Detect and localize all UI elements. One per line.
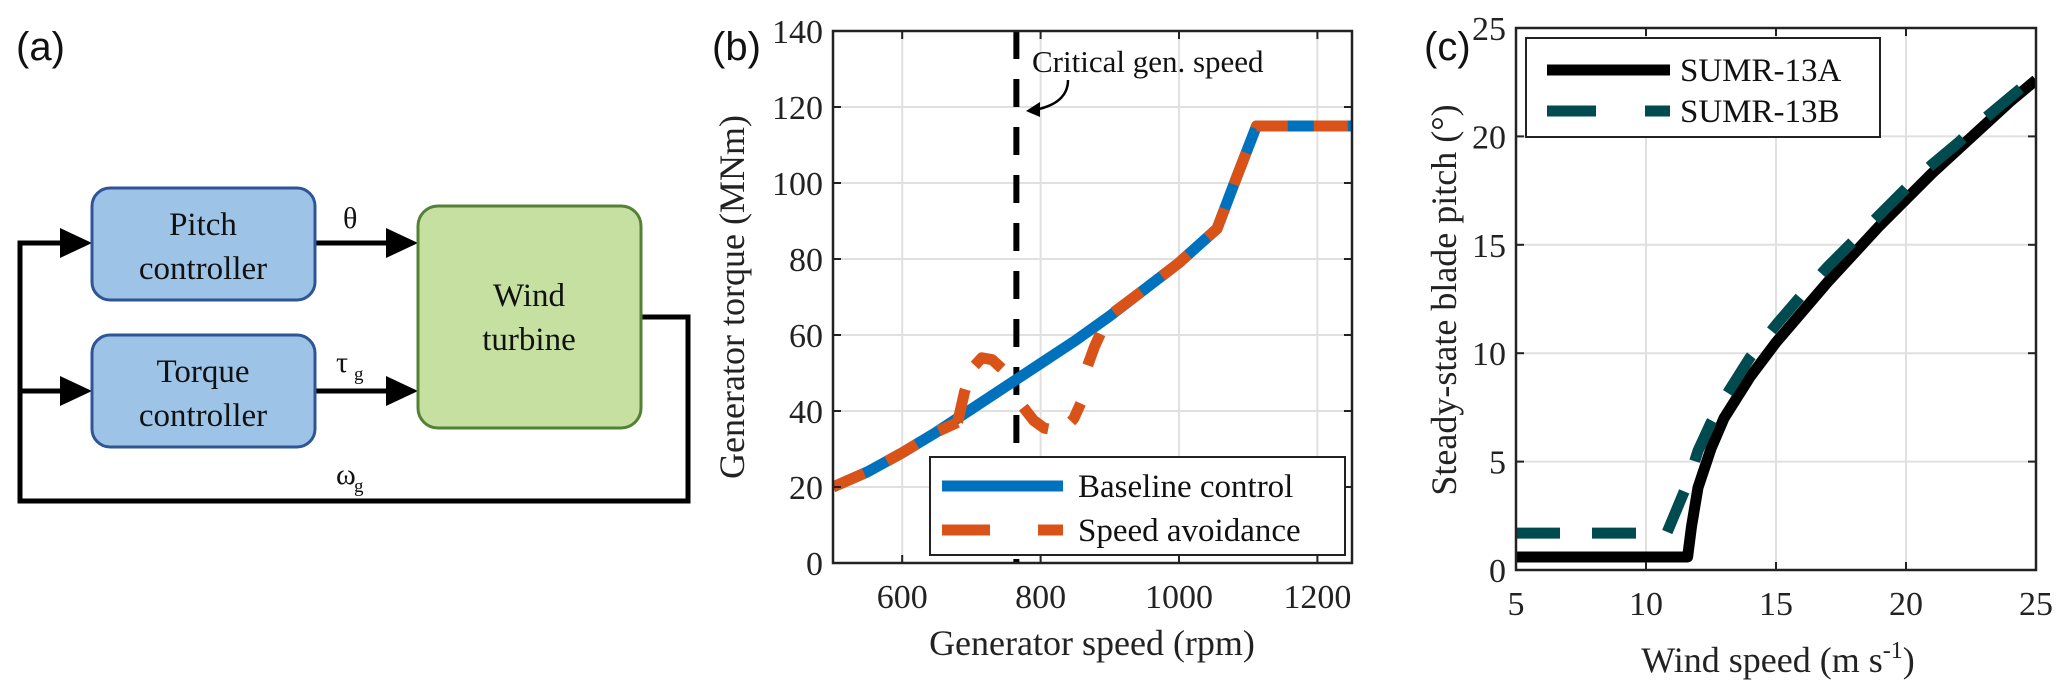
c-y-tick-label: 25 (1472, 11, 1506, 48)
b-series-speed-avoidance-line (833, 417, 960, 493)
c-x-tick-label: 20 (1889, 586, 1923, 623)
b-axes (831, 29, 1354, 565)
c-x-axis-label: Wind speed (m s-1) (1641, 638, 1915, 680)
b-y-tick-label: 80 (789, 242, 823, 279)
c-y-tick-label: 5 (1489, 445, 1506, 482)
b-axes-frame (831, 29, 1354, 565)
c-legend-box (1525, 37, 1881, 138)
b-x-axis-label: Generator speed (rpm) (929, 623, 1255, 663)
wind-turbine-label-line1: Wind (493, 278, 565, 314)
b-legend-label-avoidance: Speed avoidance (1078, 513, 1301, 549)
b-series-speed-avoidance-line (952, 352, 1015, 424)
c-series-sumr-13b-line (1516, 71, 2036, 539)
b-annotation-arrowhead-icon (1026, 102, 1040, 117)
torque-controller-label-line2: controller (139, 398, 267, 434)
panel-b-torque-chart: (b) 600 800 1000 1200 0 20 40 60 80 100 120 140 Gen… (712, 14, 1354, 663)
c-y-tick-label: 20 (1472, 119, 1506, 156)
b-y-tick-label: 0 (806, 546, 823, 583)
c-axes (1514, 26, 2038, 572)
b-series-speed-avoidance-line (1018, 401, 1086, 436)
c-legend-label-13a: SUMR-13A (1680, 53, 1842, 89)
b-legend: Baseline control Speed avoidance (929, 456, 1346, 556)
signal-theta-label: θ (343, 202, 357, 235)
feedback-line (17, 240, 691, 504)
pitch-output-arrowhead-icon (386, 228, 418, 258)
c-y-tick-label: 0 (1489, 553, 1506, 590)
torque-controller-label-line1: Torque (157, 354, 250, 390)
c-y-axis-label: Steady-state blade pitch (°) (1424, 104, 1464, 495)
b-y-tick-label: 140 (772, 14, 823, 51)
wind-turbine-label-line2: turbine (482, 322, 575, 358)
torque-input-arrowhead-icon (60, 376, 92, 406)
torque-block-rect (90, 333, 317, 449)
c-legend: SUMR-13A SUMR-13B (1525, 37, 1881, 138)
pitch-controller-label-line2: controller (139, 251, 267, 287)
b-y-tick-label: 40 (789, 394, 823, 431)
pitch-controller-block: Pitch controller (90, 186, 317, 302)
c-x-tick-label: 10 (1629, 586, 1663, 623)
b-series (833, 31, 1352, 563)
c-legend-label-13b: SUMR-13B (1680, 94, 1840, 130)
b-series-baseline-control-line (833, 120, 1352, 493)
c-x-axis-label-main: Wind speed (m s (1641, 640, 1883, 680)
b-y-tick-label: 120 (772, 90, 823, 127)
b-x-tick-label: 1000 (1145, 579, 1213, 616)
pitch-controller-label-line1: Pitch (169, 207, 237, 243)
b-series-speed-avoidance-line (1082, 308, 1119, 368)
b-legend-box (929, 456, 1346, 556)
b-y-tick-label: 100 (772, 166, 823, 203)
b-legend-label-baseline: Baseline control (1078, 469, 1293, 505)
b-series-speed-avoidance-line (1110, 120, 1352, 317)
b-x-tick-label: 600 (877, 579, 928, 616)
panel-a-diagram: (a) Pitch controller Torque controller W… (16, 25, 691, 504)
c-y-tick-label: 10 (1472, 336, 1506, 373)
c-x-axis-label-superscript: -1 (1883, 638, 1903, 664)
c-series (1516, 71, 2036, 563)
c-x-tick-label: 15 (1759, 586, 1793, 623)
wind-turbine-block: Wind turbine (416, 204, 643, 430)
c-y-tick-label: 15 (1472, 228, 1506, 265)
c-x-tick-label: 5 (1508, 586, 1525, 623)
b-y-tick-label: 20 (789, 470, 823, 507)
signal-tau-label: τ (336, 346, 348, 379)
b-critical-speed-annotation: Critical gen. speed (1032, 44, 1264, 79)
b-tick-labels: 600 800 1000 1200 0 20 40 60 80 100 120 140 (772, 14, 1351, 616)
b-y-tick-label: 60 (789, 318, 823, 355)
torque-output-arrowhead-icon (386, 376, 418, 406)
pitch-input-arrowhead-icon (60, 228, 92, 258)
c-x-tick-label: 25 (2019, 586, 2053, 623)
signal-omega-label: ω (336, 458, 356, 491)
panel-label-b: (b) (712, 25, 761, 69)
torque-controller-block: Torque controller (90, 333, 317, 449)
b-y-axis-label: Generator torque (MNm) (712, 115, 752, 479)
c-x-axis-label-suffix: ) (1903, 640, 1915, 680)
signal-tau-subscript: g (354, 364, 364, 385)
turbine-block-rect (416, 204, 643, 430)
b-x-tick-label: 1200 (1283, 579, 1351, 616)
pitch-block-rect (90, 186, 317, 302)
b-x-tick-label: 800 (1015, 579, 1066, 616)
panel-label-c: (c) (1424, 25, 1471, 69)
panel-label-a: (a) (16, 25, 65, 69)
signal-omega-subscript: g (354, 476, 364, 497)
